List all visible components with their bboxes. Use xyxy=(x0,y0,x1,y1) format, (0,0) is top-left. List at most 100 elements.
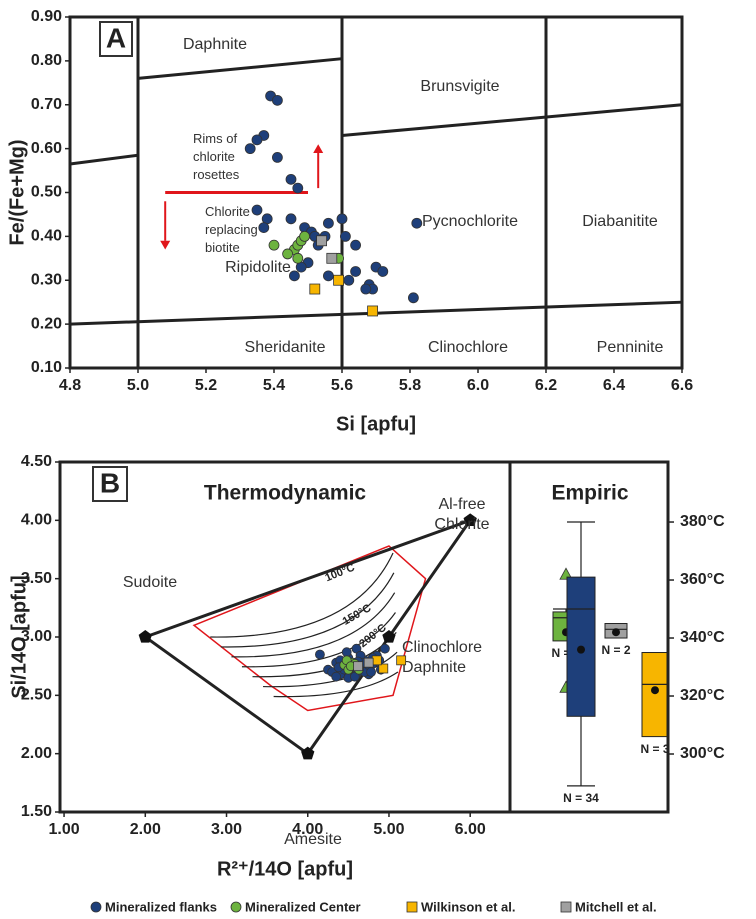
end-member xyxy=(382,630,396,643)
point xyxy=(251,134,263,146)
point xyxy=(396,655,407,666)
arrowhead xyxy=(313,144,324,154)
field-label: Pycnochlorite xyxy=(422,213,518,230)
legend-marker xyxy=(406,901,418,913)
point xyxy=(292,252,304,264)
point xyxy=(350,239,362,251)
point xyxy=(377,266,389,277)
field-boundary xyxy=(341,103,683,137)
isotherm xyxy=(231,592,396,658)
outlier xyxy=(559,567,573,580)
point xyxy=(299,230,311,242)
x-tick-label: 5.0 xyxy=(127,377,149,394)
end-member-label-line: Sudoite xyxy=(123,574,177,591)
y-tick-label: 0.70 xyxy=(31,96,62,113)
model-domain xyxy=(192,545,427,712)
arrowhead xyxy=(160,240,171,250)
annotation-line: chlorite xyxy=(193,149,235,164)
y-tick-label: 0.30 xyxy=(31,271,62,288)
plot-frame xyxy=(68,15,684,370)
y2-tick-label: 340°C xyxy=(680,629,725,646)
x-axis-label: Si [apfu] xyxy=(336,413,416,435)
y-tick-label: 0.40 xyxy=(31,228,62,245)
y-tick-label: 4.50 xyxy=(21,453,52,470)
mean xyxy=(612,628,620,637)
legend-label: Wilkinson et al. xyxy=(421,899,516,914)
end-member-label-line: Amesite xyxy=(284,831,342,848)
y-tick-label: 0.80 xyxy=(31,52,62,69)
legend-label: Mitchell et al. xyxy=(575,899,657,914)
n-label: N = 3 xyxy=(640,742,669,756)
panel-label: B xyxy=(100,467,120,498)
end-member xyxy=(138,630,152,643)
annotation: Chlorite replacing biotite xyxy=(205,204,258,255)
isotherm xyxy=(210,552,394,638)
field-label: Diabanitite xyxy=(582,213,658,230)
point xyxy=(407,292,419,304)
isotherm xyxy=(241,612,396,668)
legend-marker xyxy=(90,901,102,913)
mean xyxy=(577,645,585,654)
legend-marker xyxy=(230,901,242,913)
annotation-line: rosettes xyxy=(193,167,240,182)
end-member-label: Clinochlore Daphnite xyxy=(402,639,482,676)
isotherm-label: 100°C xyxy=(323,562,356,585)
y-tick-label: 2.50 xyxy=(21,687,52,704)
x-tick-label: 6.0 xyxy=(467,377,489,394)
x-axis-label: R²⁺/14O [apfu] xyxy=(217,858,353,880)
end-member-label: Al-free Chlorite xyxy=(434,496,489,533)
y-tick-label: 3.00 xyxy=(21,628,52,645)
isotherm xyxy=(220,572,395,648)
isotherm-label: 150°C xyxy=(341,602,374,628)
field-label: Sheridanite xyxy=(245,339,326,356)
point xyxy=(322,270,334,282)
x-tick-label: 6.4 xyxy=(603,377,625,394)
x-tick-label: 2.00 xyxy=(130,821,161,838)
y-tick-label: 0.90 xyxy=(31,8,62,25)
point xyxy=(271,151,283,163)
chart-title: Thermodynamic xyxy=(204,482,367,505)
end-member-label: Amesite xyxy=(284,831,342,848)
x-tick-label: 6.6 xyxy=(671,377,693,394)
end-member-label-line: Daphnite xyxy=(402,659,466,676)
annotation-line: biotite xyxy=(205,240,240,255)
field-boundary xyxy=(69,153,139,166)
point xyxy=(288,270,300,282)
end-member xyxy=(463,513,477,526)
y-tick-label: 1.50 xyxy=(21,803,52,820)
x-tick-label: 6.2 xyxy=(535,377,557,394)
x-tick-label: 3.00 xyxy=(211,821,242,838)
point xyxy=(343,274,355,286)
field-label: Daphnite xyxy=(183,36,247,53)
point xyxy=(363,657,374,668)
point xyxy=(315,649,325,660)
annotation-line: Rims of xyxy=(193,131,237,146)
end-member-label-line: Al-free xyxy=(438,496,485,513)
point xyxy=(336,213,348,225)
panel-label-box xyxy=(92,466,128,502)
point xyxy=(271,94,283,106)
point xyxy=(331,671,342,682)
legend-label: Mineralized Center xyxy=(245,899,361,914)
x-tick-label: 5.6 xyxy=(331,377,353,394)
annotation-line: replacing xyxy=(205,222,258,237)
point xyxy=(282,248,294,260)
point xyxy=(367,305,379,317)
isotherm xyxy=(263,651,398,688)
y-tick-label: 0.50 xyxy=(31,184,62,201)
point xyxy=(326,252,338,264)
empiric-title: Empiric xyxy=(551,482,628,505)
point xyxy=(350,266,362,277)
panel-label: A xyxy=(106,22,126,53)
x-tick-label: 4.00 xyxy=(292,821,323,838)
point xyxy=(339,230,351,242)
x-tick-label: 5.4 xyxy=(263,377,285,394)
x-tick-label: 4.8 xyxy=(59,377,81,394)
end-member-label: Sudoite xyxy=(123,574,177,591)
field-label: Brunsvigite xyxy=(420,78,499,95)
field-boundary xyxy=(137,57,343,80)
legend-marker xyxy=(560,901,572,913)
point xyxy=(366,667,377,677)
point xyxy=(285,173,297,185)
n-label: N = 2 xyxy=(601,643,630,657)
